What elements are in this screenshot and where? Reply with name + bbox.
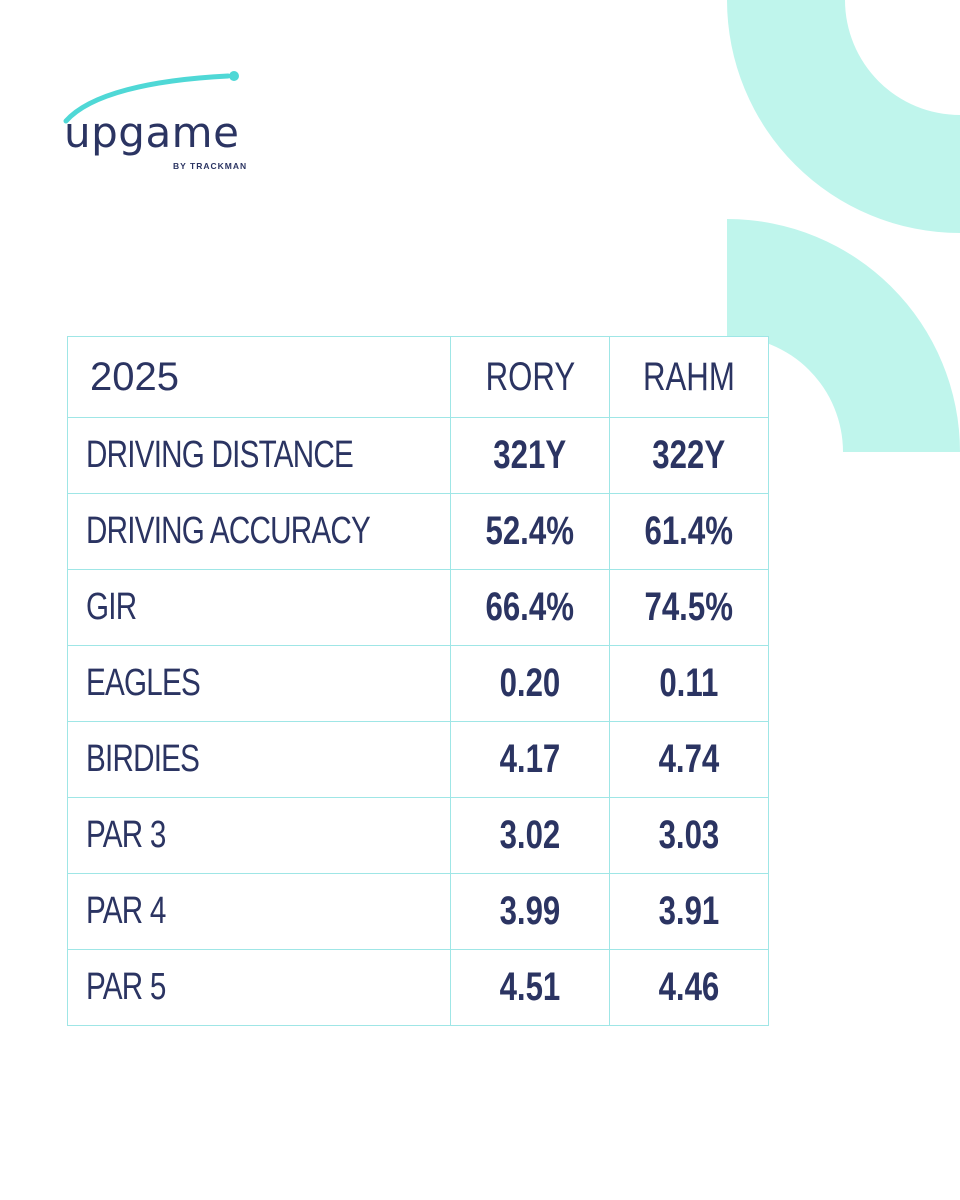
stat-value-rahm: 74.5%	[609, 569, 770, 646]
stats-comparison-table: 2025 RORY RAHM DRIVING DISTANCE 321Y 322…	[66, 336, 770, 1026]
stat-value-rahm: 61.4%	[609, 493, 770, 570]
year-header: 2025	[66, 336, 452, 418]
top-arc-shape	[727, 0, 960, 233]
stat-label: EAGLES	[66, 645, 452, 722]
table-header-row: 2025 RORY RAHM	[66, 336, 770, 418]
stat-value-rahm: 0.11	[609, 645, 770, 722]
player-header-rahm: RAHM	[609, 336, 770, 418]
table-row: PAR 3 3.02 3.03	[66, 797, 770, 874]
stat-value-rory: 4.17	[450, 721, 611, 798]
table-row: DRIVING DISTANCE 321Y 322Y	[66, 417, 770, 494]
stat-label: BIRDIES	[66, 721, 452, 798]
player-header-rory: RORY	[450, 336, 611, 418]
stat-value-rory: 3.02	[450, 797, 611, 874]
table-row: DRIVING ACCURACY 52.4% 61.4%	[66, 493, 770, 570]
stat-value-rahm: 3.91	[609, 873, 770, 950]
stat-label: PAR 5	[66, 949, 452, 1026]
swoosh-icon	[63, 71, 239, 124]
table-row: EAGLES 0.20 0.11	[66, 645, 770, 722]
stat-value-rory: 3.99	[450, 873, 611, 950]
brand-subtitle: BY TRACKMAN	[173, 161, 248, 171]
stat-value-rahm: 322Y	[609, 417, 770, 494]
stat-label: GIR	[66, 569, 452, 646]
stat-value-rahm: 4.46	[609, 949, 770, 1026]
stat-label: PAR 4	[66, 873, 452, 950]
table-row: PAR 5 4.51 4.46	[66, 949, 770, 1026]
stat-value-rory: 321Y	[450, 417, 611, 494]
stat-value-rory: 66.4%	[450, 569, 611, 646]
brand-logo: upgame BY TRACKMAN	[60, 64, 260, 174]
stat-value-rory: 0.20	[450, 645, 611, 722]
table-row: BIRDIES 4.17 4.74	[66, 721, 770, 798]
brand-name: upgame	[64, 108, 240, 157]
stat-label: DRIVING ACCURACY	[66, 493, 452, 570]
table-row: GIR 66.4% 74.5%	[66, 569, 770, 646]
stat-value-rory: 52.4%	[450, 493, 611, 570]
lower-arc-shape	[727, 219, 960, 452]
stat-label: DRIVING DISTANCE	[66, 417, 452, 494]
table-row: PAR 4 3.99 3.91	[66, 873, 770, 950]
stat-value-rahm: 4.74	[609, 721, 770, 798]
stat-value-rory: 4.51	[450, 949, 611, 1026]
stat-label: PAR 3	[66, 797, 452, 874]
stat-value-rahm: 3.03	[609, 797, 770, 874]
